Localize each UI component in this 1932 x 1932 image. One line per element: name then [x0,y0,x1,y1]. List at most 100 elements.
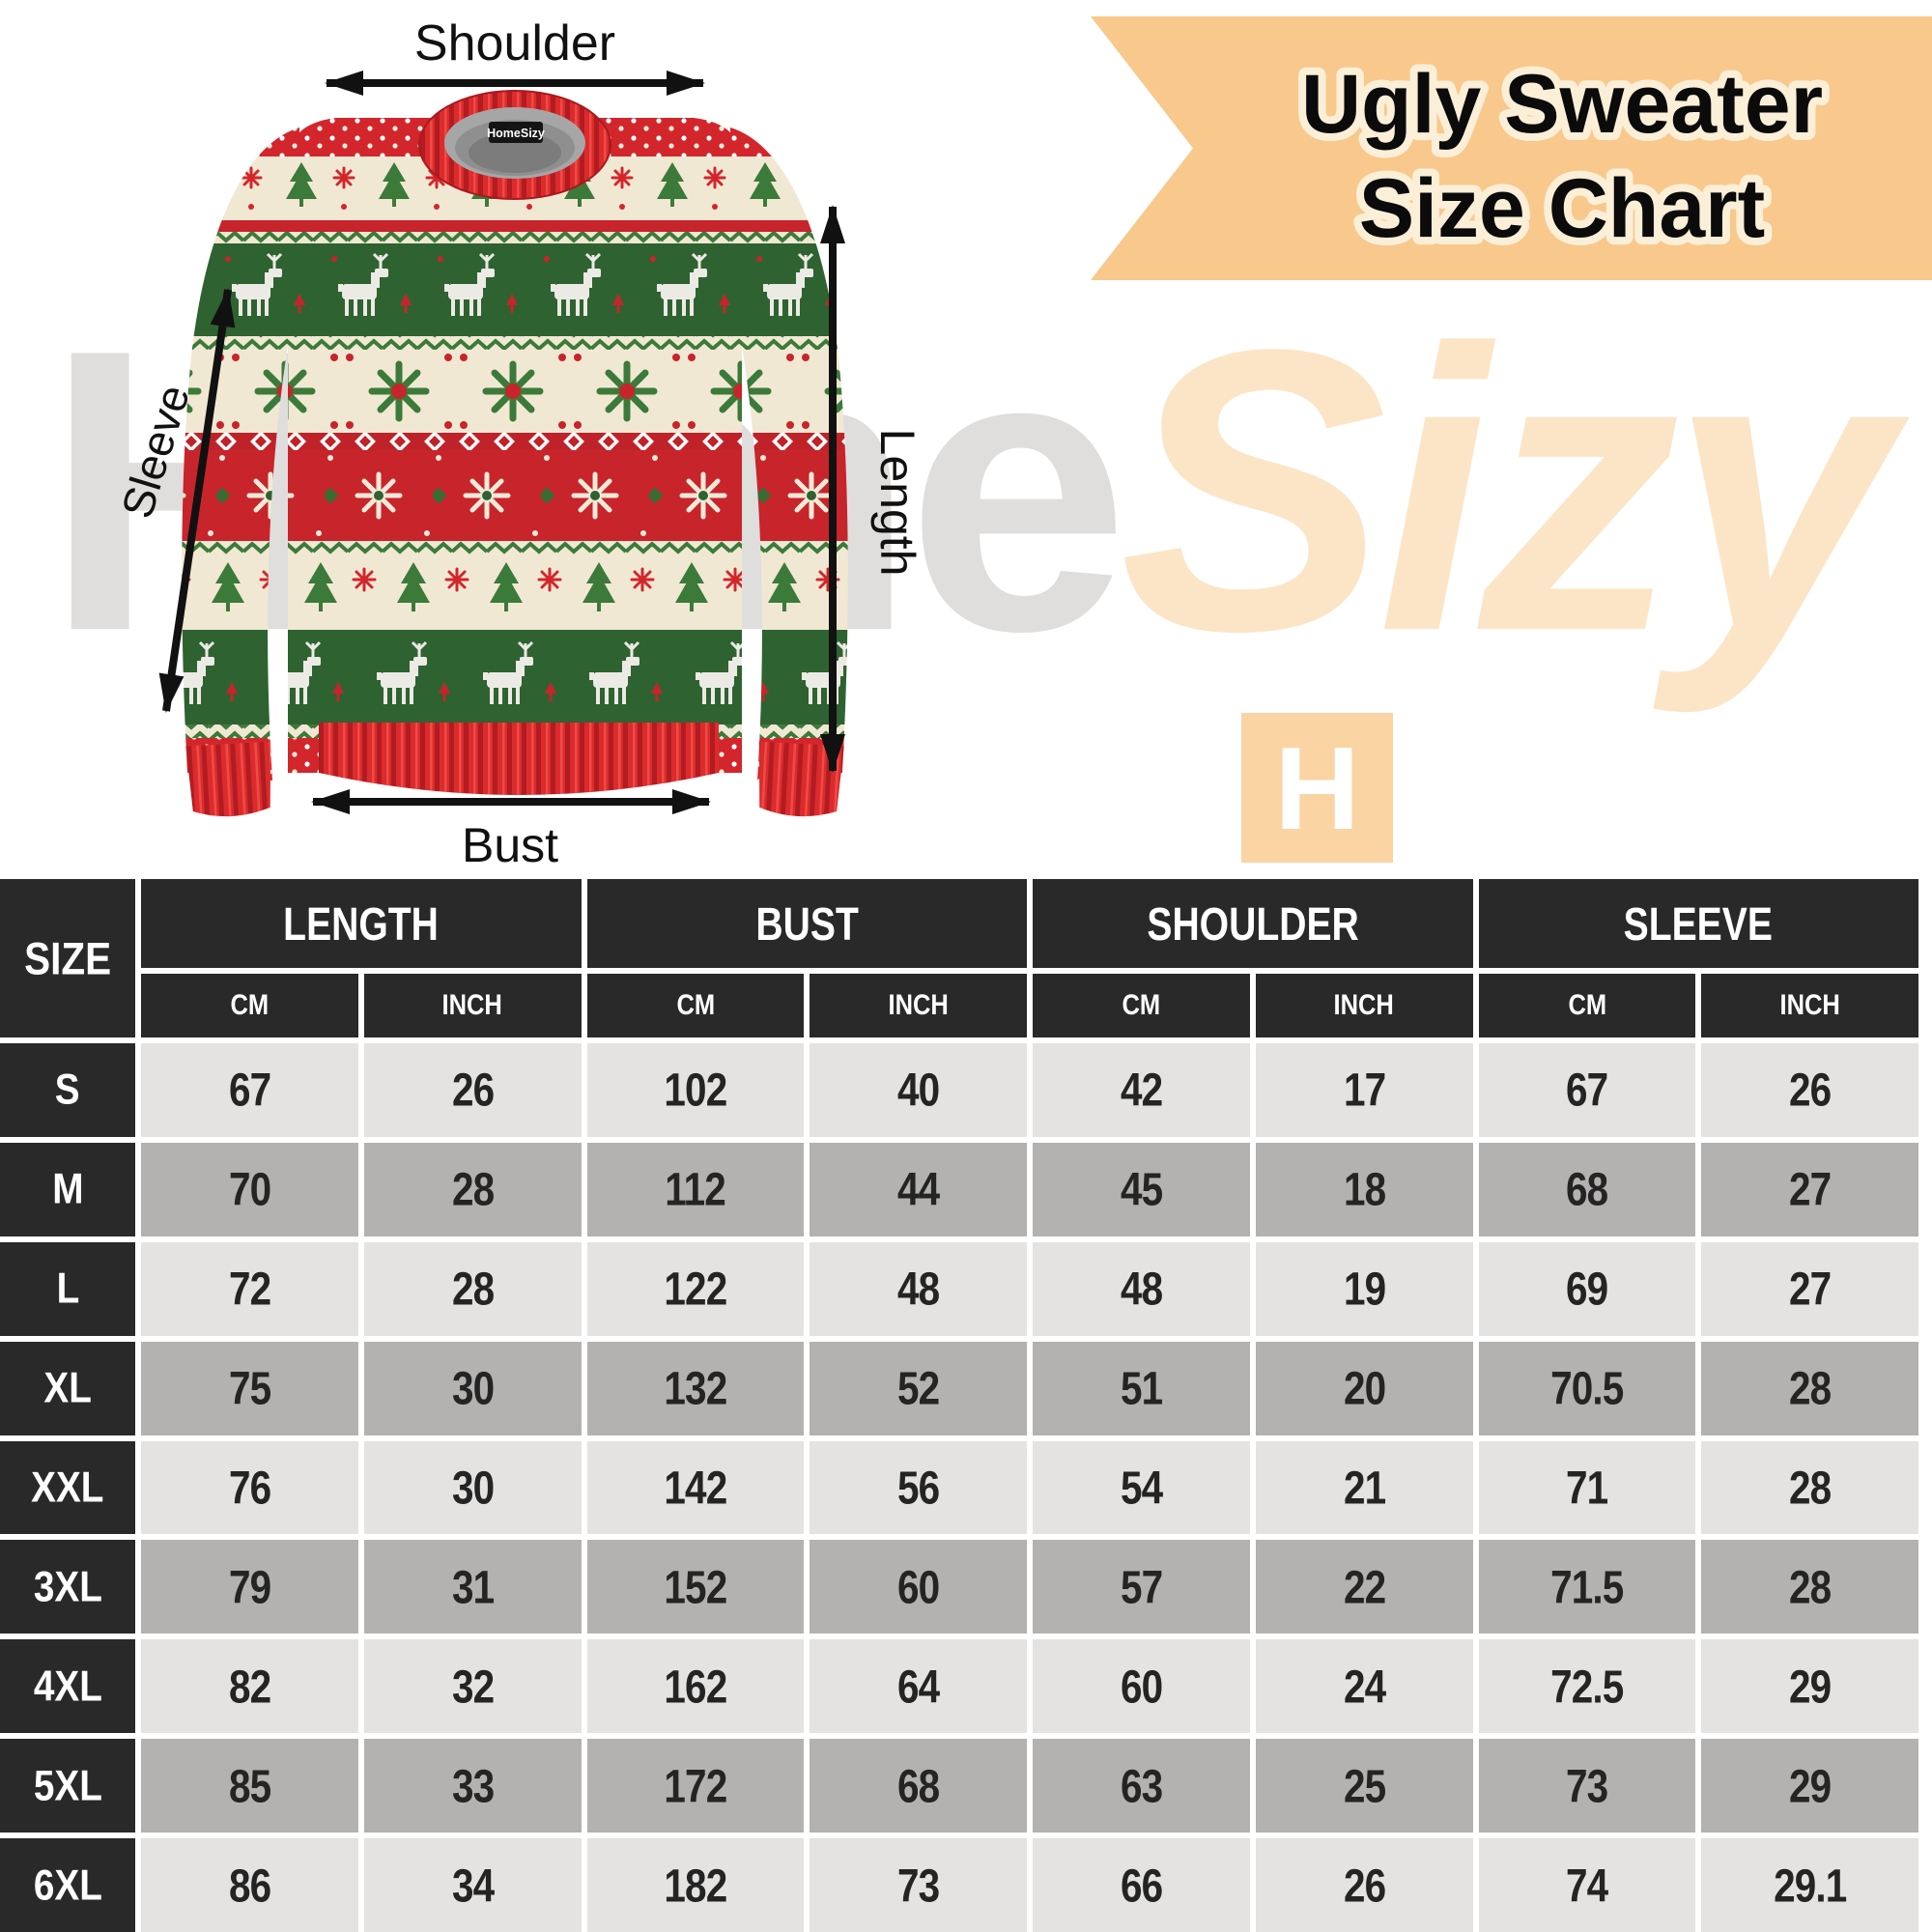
cell-3xl-2-label: 152 [664,1560,727,1613]
cell-3xl-6-label: 71.5 [1550,1560,1624,1613]
title-banner-text: Ugly Sweater Size Chart [1293,50,1831,263]
cell-m-1-label: 28 [451,1163,494,1216]
sweater-measurement-diagram: HomeSizy Shoulder Bust Length Sleeve [111,15,924,872]
watermark-sizy: Sizy [1120,266,1892,714]
cell-l-7-label: 27 [1788,1263,1832,1316]
cell-5xl-2: 172 [586,1739,805,1833]
cell-5xl-0: 85 [141,1739,358,1833]
cell-6xl-1-label: 34 [451,1859,494,1912]
cell-6xl-2: 182 [586,1838,805,1932]
cell-m-1: 28 [363,1142,582,1236]
size-label-4xl-label: 4XL [33,1662,102,1711]
cell-xxl-3: 56 [810,1440,1027,1535]
size-label-m-label: M [51,1164,84,1213]
cell-xxl-6-label: 71 [1566,1461,1608,1515]
cell-6xl-0-label: 86 [228,1859,271,1912]
column-group-length: LENGTH [141,879,582,968]
unit-sleeve-inch: INCH [1701,974,1918,1037]
cell-5xl-7: 29 [1701,1739,1918,1833]
unit-sleeve-inch-label: INCH [1779,989,1840,1021]
column-group-sleeve-label: SLEEVE [1624,896,1774,951]
cell-l-0-label: 72 [228,1263,271,1316]
size-column-header: SIZE [0,879,135,1037]
cell-m-6-label: 68 [1566,1163,1608,1216]
cell-m-4: 45 [1033,1142,1250,1236]
cell-xxl-6: 71 [1478,1440,1696,1535]
size-label-xl-label: XL [43,1363,92,1412]
unit-sleeve-cm: CM [1478,974,1696,1037]
sweater-hem [319,723,719,795]
sweater-body [182,118,848,781]
cell-xxl-7: 28 [1701,1440,1918,1535]
cell-3xl-7-label: 28 [1788,1560,1832,1613]
cell-4xl-5-label: 24 [1343,1660,1385,1713]
cell-xl-7-label: 28 [1788,1362,1832,1415]
cell-3xl-5: 22 [1255,1540,1473,1634]
cell-xl-5-label: 20 [1343,1362,1385,1415]
cell-xxl-1: 30 [363,1440,582,1535]
cell-xl-3-label: 52 [896,1362,940,1415]
cell-xxl-0: 76 [141,1440,358,1535]
cell-s-3-label: 40 [896,1064,940,1117]
cell-s-3: 40 [810,1043,1027,1137]
measurement-arrows [158,71,845,814]
cell-l-3: 48 [810,1241,1027,1336]
cell-xl-7: 28 [1701,1341,1918,1435]
cell-l-5-label: 19 [1343,1263,1385,1316]
size-label-xxl-label: XXL [31,1463,104,1512]
cell-3xl-3-label: 60 [896,1560,940,1613]
cell-6xl-7: 29.1 [1701,1838,1918,1932]
size-label-6xl-label: 6XL [33,1861,102,1910]
cell-4xl-4-label: 60 [1120,1660,1163,1713]
cell-5xl-2-label: 172 [664,1759,727,1812]
cell-l-4: 48 [1033,1241,1250,1336]
cell-l-1: 28 [363,1241,582,1336]
column-group-shoulder: SHOULDER [1033,879,1473,968]
cell-s-6: 67 [1478,1043,1696,1137]
cell-4xl-5: 24 [1255,1639,1473,1734]
length-label: Length [870,429,924,577]
unit-length-inch-label: INCH [441,989,503,1021]
cell-m-5: 18 [1255,1142,1473,1236]
cell-m-0: 70 [141,1142,358,1236]
size-label-4xl: 4XL [0,1639,135,1734]
cell-s-5-label: 17 [1343,1064,1385,1117]
cell-s-7-label: 26 [1788,1064,1832,1117]
cell-5xl-3: 68 [810,1739,1027,1833]
cell-4xl-1-label: 32 [451,1660,494,1713]
cell-5xl-6-label: 73 [1566,1759,1608,1812]
cell-l-7: 27 [1701,1241,1918,1336]
cell-3xl-6: 71.5 [1478,1540,1696,1634]
unit-sleeve-cm-label: CM [1568,989,1606,1021]
cell-5xl-7-label: 29 [1788,1759,1832,1812]
cell-l-5: 19 [1255,1241,1473,1336]
unit-bust-inch-label: INCH [888,989,949,1021]
cell-4xl-6: 72.5 [1478,1639,1696,1734]
cell-s-7: 26 [1701,1043,1918,1137]
cell-6xl-5-label: 26 [1343,1859,1385,1912]
cell-3xl-1: 31 [363,1540,582,1634]
cell-s-2-label: 102 [664,1064,727,1117]
cell-xxl-4-label: 54 [1120,1461,1163,1515]
brand-h-logo: H [1241,713,1393,863]
cell-xl-2: 132 [586,1341,805,1435]
collar-tag [489,122,543,143]
cell-xl-3: 52 [810,1341,1027,1435]
cell-5xl-4: 63 [1033,1739,1250,1833]
title-banner: Ugly Sweater Size Chart [1091,16,1932,280]
cell-l-4-label: 48 [1120,1263,1163,1316]
cell-4xl-2: 162 [586,1639,805,1734]
cell-xl-5: 20 [1255,1341,1473,1435]
cell-xl-1-label: 30 [451,1362,494,1415]
cell-s-1-label: 26 [451,1064,494,1117]
size-label-3xl: 3XL [0,1540,135,1634]
column-group-bust: BUST [586,879,1027,968]
sweater-collar: HomeSizy [418,90,611,200]
cell-l-0: 72 [141,1241,358,1336]
cell-6xl-0: 86 [141,1838,358,1932]
cell-3xl-2: 152 [586,1540,805,1634]
cell-3xl-4-label: 57 [1120,1560,1163,1613]
size-label-l-label: L [56,1264,79,1313]
cell-xl-2-label: 132 [664,1362,727,1415]
size-label-xl: XL [0,1341,135,1435]
